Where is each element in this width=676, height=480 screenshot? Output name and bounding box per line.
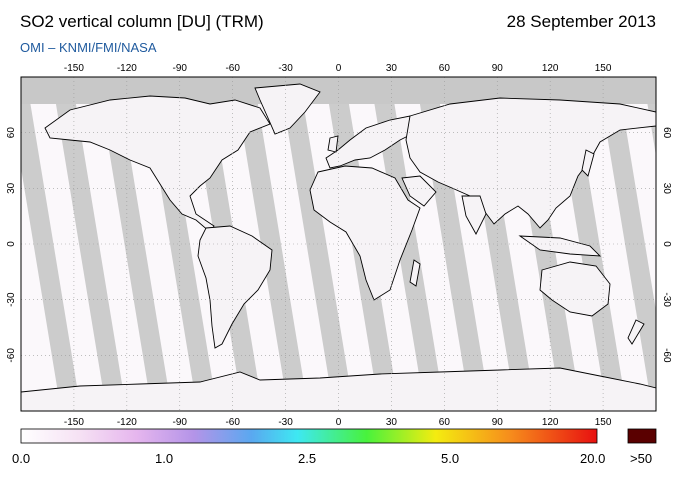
latitude-tick-label: 0 <box>661 241 672 247</box>
longitude-tick-label: 30 <box>386 417 398 428</box>
longitude-tick-label: -30 <box>278 63 293 74</box>
longitude-tick-label: -150 <box>64 417 84 428</box>
orbit-swath <box>21 77 81 411</box>
latitude-tick-label: 60 <box>661 127 672 139</box>
colorbar-label-1: 1.0 <box>155 451 174 466</box>
longitude-tick-label: 150 <box>595 417 612 428</box>
longitude-tick-label: -90 <box>173 417 188 428</box>
data-credit: OMI – KNMI/FMI/NASA <box>20 40 157 55</box>
latitude-tick-label: -60 <box>6 348 17 363</box>
colorbar-label-5: >50 <box>630 451 653 466</box>
latitude-tick-label: 60 <box>6 127 17 139</box>
longitude-tick-label: -90 <box>173 63 188 74</box>
longitude-tick-label: 120 <box>542 63 559 74</box>
longitude-tick-label: 0 <box>336 63 342 74</box>
orbit-swath <box>97 77 172 411</box>
longitude-tick-label: 60 <box>439 417 451 428</box>
longitude-tick-label: 30 <box>386 63 398 74</box>
longitude-tick-label: -30 <box>278 417 293 428</box>
colorbar-gradient <box>20 428 598 444</box>
longitude-tick-label: 90 <box>492 63 504 74</box>
longitude-tick-label: -120 <box>117 417 137 428</box>
longitude-tick-label: -60 <box>225 417 240 428</box>
latitude-tick-label: 0 <box>6 241 17 247</box>
longitude-tick-label: -150 <box>64 63 84 74</box>
map-title: SO2 vertical column [DU] (TRM) <box>20 12 264 31</box>
longitude-tick-label: 90 <box>492 417 504 428</box>
map-frame <box>20 76 657 412</box>
longitude-ticks-bottom: -150 -120 -90 -60 -30 0 30 60 90 120 150 <box>64 417 612 428</box>
map-date: 28 September 2013 <box>506 12 656 31</box>
orbit-swath <box>370 77 445 411</box>
longitude-tick-label: -60 <box>225 63 240 74</box>
orbit-swath <box>233 77 309 411</box>
colorbar-label-4: 20.0 <box>580 451 606 466</box>
longitude-tick-label: -120 <box>117 63 137 74</box>
latitude-tick-label: 30 <box>6 182 17 194</box>
colorbar-overflow-swatch <box>627 428 657 444</box>
colorbar-label-0: 0.0 <box>12 451 31 466</box>
latitude-ticks-right: 60 30 0 -30 -60 <box>661 127 672 363</box>
orbit-swath <box>279 77 354 411</box>
longitude-ticks-top: -150 -120 -90 -60 -30 0 30 60 90 120 150 <box>64 63 612 74</box>
latitude-tick-label: -60 <box>661 348 672 363</box>
latitude-tick-label: 30 <box>661 183 672 195</box>
latitude-ticks-left: 60 30 0 -30 -60 <box>6 127 17 363</box>
longitude-tick-label: 150 <box>595 63 612 74</box>
longitude-tick-label: 60 <box>439 63 451 74</box>
colorbar-label-2: 2.5 <box>298 451 317 466</box>
latitude-tick-label: -30 <box>661 292 672 307</box>
colorbar-label-3: 5.0 <box>441 451 460 466</box>
longitude-tick-label: 0 <box>336 417 342 428</box>
longitude-tick-label: 120 <box>542 417 559 428</box>
latitude-tick-label: -30 <box>6 292 17 307</box>
